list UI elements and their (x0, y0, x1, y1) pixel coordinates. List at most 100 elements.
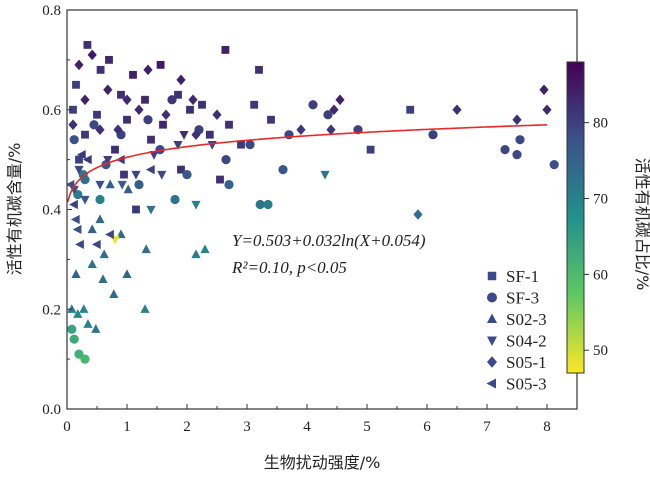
y-tick-label: 0.2 (42, 302, 61, 318)
data-point (123, 184, 133, 194)
data-point (134, 179, 144, 190)
legend-label: S04-2 (506, 332, 547, 351)
data-point (74, 59, 84, 71)
data-point (129, 70, 137, 79)
data-point (141, 244, 151, 254)
data-point (80, 354, 90, 364)
data-point (68, 119, 78, 131)
y-axis-label: 活性有机碳含量/% (5, 143, 24, 276)
data-point (225, 120, 233, 129)
data-point (103, 84, 113, 96)
data-point (95, 180, 105, 190)
y-tick-label: 0.4 (42, 203, 61, 219)
data-point (237, 140, 245, 149)
y-tick-label: 0.6 (42, 103, 61, 119)
data-point (188, 94, 198, 106)
data-point (177, 165, 185, 174)
data-point (224, 179, 234, 190)
data-point (105, 179, 115, 189)
data-point (329, 104, 339, 116)
data-point (69, 199, 78, 210)
data-point (69, 334, 79, 344)
data-point (69, 105, 77, 114)
data-point (212, 109, 222, 121)
data-point (81, 130, 89, 139)
x-axis-label: 生物扰动强度/% (264, 453, 381, 472)
data-point (105, 55, 113, 64)
fit-equation: Y=0.503+0.032ln(X+0.054) (232, 231, 426, 250)
data-point (296, 124, 306, 135)
data-point (549, 160, 559, 170)
data-point (72, 80, 80, 89)
data-point (515, 135, 525, 145)
data-point (132, 205, 140, 214)
data-point (95, 214, 105, 224)
data-point (366, 145, 375, 154)
data-point (83, 41, 92, 49)
data-point (67, 324, 77, 334)
data-point (93, 110, 101, 119)
data-point (143, 64, 153, 76)
y-axis: 0.0 0.2 0.4 0.6 0.8 (42, 3, 72, 418)
data-point (87, 259, 97, 269)
x-tick-label: 6 (423, 419, 431, 435)
data-point (75, 239, 84, 250)
x-tick-label: 0 (63, 419, 71, 435)
data-point (406, 105, 415, 114)
data-point (198, 100, 206, 109)
data-point (323, 110, 333, 120)
data-point (539, 84, 549, 96)
data-point (320, 170, 330, 180)
data-point (174, 90, 182, 99)
y-tick-label: 0.0 (42, 402, 61, 418)
legend-marker (487, 292, 497, 303)
data-point (173, 140, 183, 150)
data-point (326, 124, 336, 135)
data-point (117, 90, 125, 99)
data-point (147, 135, 155, 144)
data-point (542, 104, 552, 116)
data-point (73, 189, 83, 200)
data-point (113, 124, 123, 135)
fit-curve (66, 124, 548, 203)
colorbar-tick-label: 60 (593, 267, 608, 283)
data-point (123, 115, 131, 124)
data-point (512, 150, 522, 160)
data-point (413, 209, 423, 220)
data-point (122, 269, 132, 279)
data-point (141, 95, 149, 104)
data-point (186, 105, 194, 114)
data-point (278, 165, 288, 175)
colorbar-tick-label: 80 (593, 116, 608, 132)
data-point (111, 145, 119, 154)
legend-marker (487, 271, 497, 281)
data-point (149, 150, 159, 160)
data-point (80, 94, 90, 106)
data-point (156, 60, 165, 69)
data-point (79, 304, 89, 313)
data-point (96, 65, 105, 74)
data-point (167, 95, 177, 105)
legend-marker (487, 313, 497, 323)
data-point (221, 45, 230, 54)
data-point (117, 180, 127, 190)
data-point (67, 304, 77, 313)
colorbar-tick-label: 50 (593, 343, 608, 359)
data-point (95, 124, 105, 135)
legend-marker (487, 356, 497, 368)
data-point (69, 185, 79, 195)
x-tick-label: 2 (183, 419, 191, 435)
data-point (161, 109, 171, 121)
data-point (140, 304, 150, 313)
data-point (131, 170, 141, 180)
data-point (74, 165, 84, 175)
data-point (72, 224, 82, 235)
data-point (245, 140, 255, 150)
legend-label: S05-3 (506, 375, 547, 394)
data-point (134, 104, 144, 116)
data-point (335, 94, 345, 106)
data-point (69, 135, 79, 145)
colorbar-ticks: 50 60 70 80 (584, 116, 608, 359)
data-point (250, 100, 259, 109)
